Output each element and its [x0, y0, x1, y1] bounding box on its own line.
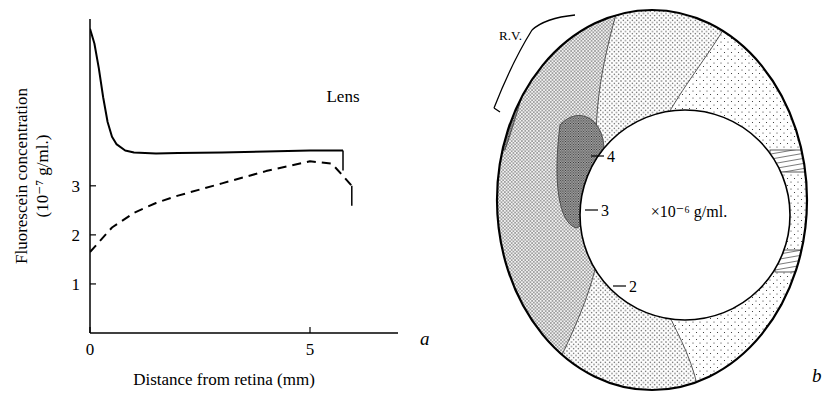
contour-label: 4	[607, 148, 615, 165]
y-tick-label: 3	[72, 177, 81, 196]
unit-label: ×10⁻⁶ g/ml.	[651, 203, 727, 221]
lens-boundary	[342, 150, 344, 170]
series-group	[90, 29, 352, 252]
contour-label: 3	[601, 202, 609, 219]
contour-label: 2	[629, 278, 637, 295]
y-tick	[90, 234, 96, 235]
eye-outline	[497, 10, 807, 390]
contour-leader	[613, 285, 626, 286]
y-tick	[90, 185, 96, 186]
rv-bracket	[494, 15, 575, 112]
y-tick	[90, 283, 96, 284]
x-axis	[90, 332, 398, 334]
contour-region	[480, 0, 620, 395]
lens-boundary	[351, 186, 353, 206]
contour-leader	[591, 155, 604, 156]
lens-region-outline	[580, 110, 790, 320]
x-axis-title: Distance from retina (mm)	[133, 370, 315, 389]
x-tick-label: 5	[306, 340, 315, 359]
region-label: R.V.	[499, 28, 522, 43]
x-tick	[309, 327, 310, 333]
panel-b: 4 3 2 ×10⁻⁶ g/ml. R.V. b	[480, 0, 837, 395]
y-tick-label: 2	[72, 226, 81, 245]
y-axis-title-line: (10⁻⁷ g/ml.)	[33, 135, 52, 218]
annotation: Lens	[326, 87, 359, 106]
y-axis-title: Fluorescein concentration(10⁻⁷ g/ml.)	[12, 87, 52, 264]
panel-a: 1 2 3 0 5 Distance from retina (mm) Fluorescei…	[12, 19, 430, 389]
y-axis	[89, 19, 91, 333]
panel-letter: b	[812, 365, 822, 386]
ring-fill	[480, 0, 837, 395]
series-line	[90, 29, 343, 154]
panel-letter: a	[420, 328, 430, 349]
y-axis-title-line: Fluorescein concentration	[12, 87, 31, 264]
y-tick-label: 1	[72, 275, 81, 294]
hatched-zone	[775, 250, 815, 272]
figure: 1 2 3 0 5 Distance from retina (mm) Fluorescei…	[0, 0, 837, 395]
x-tick	[89, 327, 90, 333]
x-tick-label: 0	[86, 340, 95, 359]
contour-region	[480, 0, 740, 395]
contour-leader	[585, 209, 598, 210]
contour-region	[480, 0, 548, 150]
series-line	[90, 161, 352, 252]
